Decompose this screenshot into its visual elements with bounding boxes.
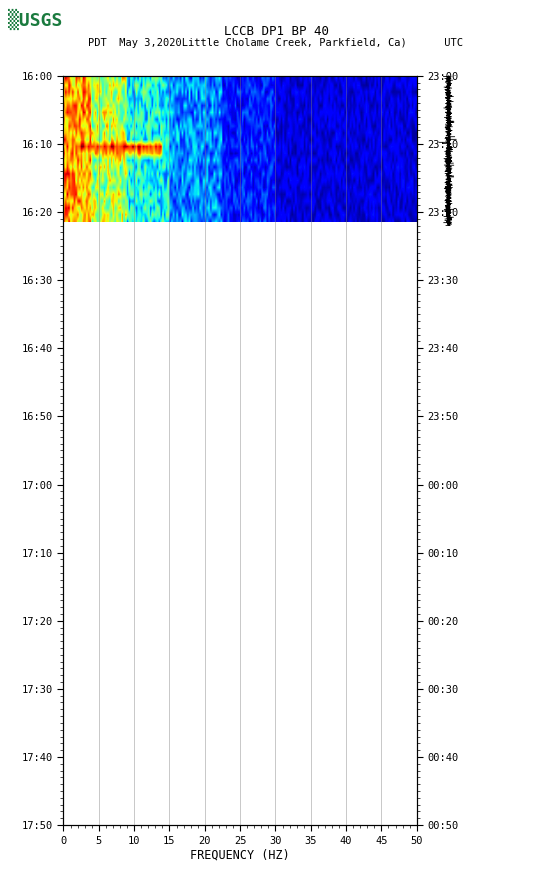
Text: LCCB DP1 BP 40: LCCB DP1 BP 40 <box>224 25 328 38</box>
Text: PDT  May 3,2020Little Cholame Creek, Parkfield, Ca)      UTC: PDT May 3,2020Little Cholame Creek, Park… <box>88 38 464 48</box>
Text: ▒USGS: ▒USGS <box>8 9 63 30</box>
X-axis label: FREQUENCY (HZ): FREQUENCY (HZ) <box>190 848 290 862</box>
